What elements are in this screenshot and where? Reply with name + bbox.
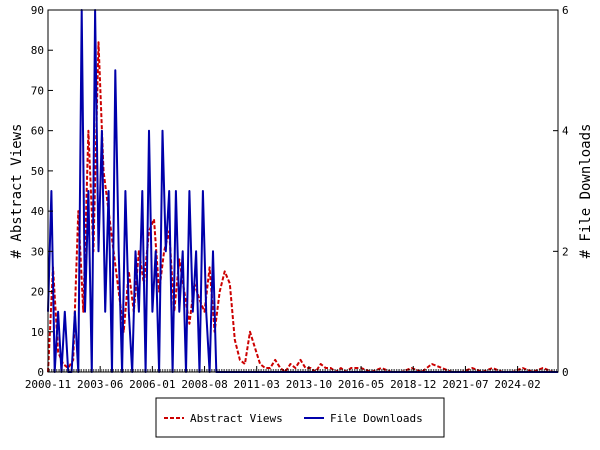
axis-layer: 0 10 20 30 40 50 60 70 80 90 0 2 4 6 2000-11 2003-06 200…	[25, 4, 569, 391]
y-axis-left-title: # Abstract Views	[9, 124, 25, 259]
y-left-tick-label: 80	[31, 44, 44, 57]
x-tick-label: 2000-11	[25, 378, 71, 391]
y-left-tick-label: 60	[31, 125, 44, 138]
y-right-tick-label: 2	[562, 245, 569, 258]
y-left-tick-label: 0	[37, 366, 44, 379]
y-left-tick-label: 50	[31, 165, 44, 178]
x-tick-label: 2006-01	[129, 378, 175, 391]
y-axis-right-title: # File Downloads	[578, 124, 594, 259]
y-left-tick-label: 10	[31, 326, 44, 339]
y-left-tick-label: 70	[31, 84, 44, 97]
y-left-tick-label: 40	[31, 205, 44, 218]
y-right-tick-label: 6	[562, 4, 569, 17]
legend: Abstract Views File Downloads	[155, 397, 445, 438]
series-line-file-downloads	[47, 9, 558, 373]
legend-label-abstract-views: Abstract Views	[190, 412, 283, 425]
x-tick-label: 2016-05	[338, 378, 384, 391]
y-right-tick-label: 4	[562, 125, 569, 138]
legend-label-file-downloads: File Downloads	[330, 412, 423, 425]
x-tick-label: 2024-02	[494, 378, 540, 391]
x-tick-label: 2011-03	[234, 378, 280, 391]
x-tick-label: 2021-07	[442, 378, 488, 391]
legend-box	[155, 397, 445, 438]
x-tick-label: 2013-10	[286, 378, 332, 391]
x-tick-label: 2018-12	[390, 378, 436, 391]
y-right-tick-label: 0	[562, 366, 569, 379]
y-left-tick-label: 20	[31, 286, 44, 299]
y-left-tick-label: 90	[31, 4, 44, 17]
x-tick-label: 2008-08	[181, 378, 227, 391]
y-left-tick-label: 30	[31, 245, 44, 258]
x-tick-label: 2003-06	[77, 378, 123, 391]
plot-frame	[47, 9, 559, 373]
